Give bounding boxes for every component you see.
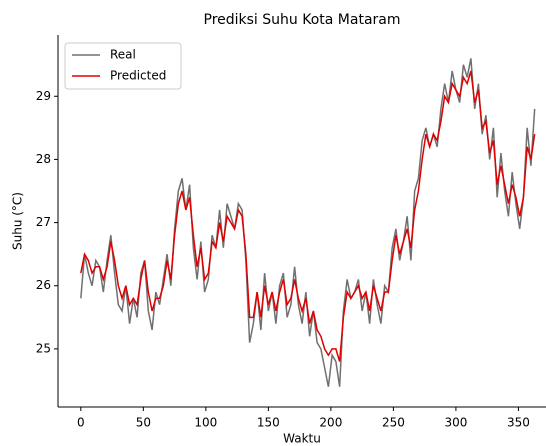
x-tick-label: 250 bbox=[382, 416, 405, 430]
x-tick-label: 300 bbox=[444, 416, 467, 430]
y-axis-label: Suhu (°C) bbox=[11, 192, 25, 250]
legend-label: Real bbox=[110, 48, 136, 62]
x-tick-label: 50 bbox=[136, 416, 151, 430]
y-tick-label: 27 bbox=[36, 215, 51, 229]
y-tick-label: 26 bbox=[36, 278, 51, 292]
chart-title: Prediksi Suhu Kota Mataram bbox=[204, 12, 401, 28]
y-tick-label: 25 bbox=[36, 341, 51, 355]
x-tick-label: 350 bbox=[507, 416, 530, 430]
y-tick-label: 28 bbox=[36, 152, 51, 166]
series-line bbox=[80, 58, 536, 387]
x-tick-label: 200 bbox=[319, 416, 342, 430]
y-tick-label: 29 bbox=[36, 89, 51, 103]
x-axis-label: Waktu bbox=[283, 432, 321, 446]
x-tick-label: 0 bbox=[77, 416, 85, 430]
legend-label: Predicted bbox=[110, 69, 166, 83]
x-tick-label: 150 bbox=[257, 416, 280, 430]
x-tick-label: 100 bbox=[194, 416, 217, 430]
series-line bbox=[80, 70, 536, 362]
